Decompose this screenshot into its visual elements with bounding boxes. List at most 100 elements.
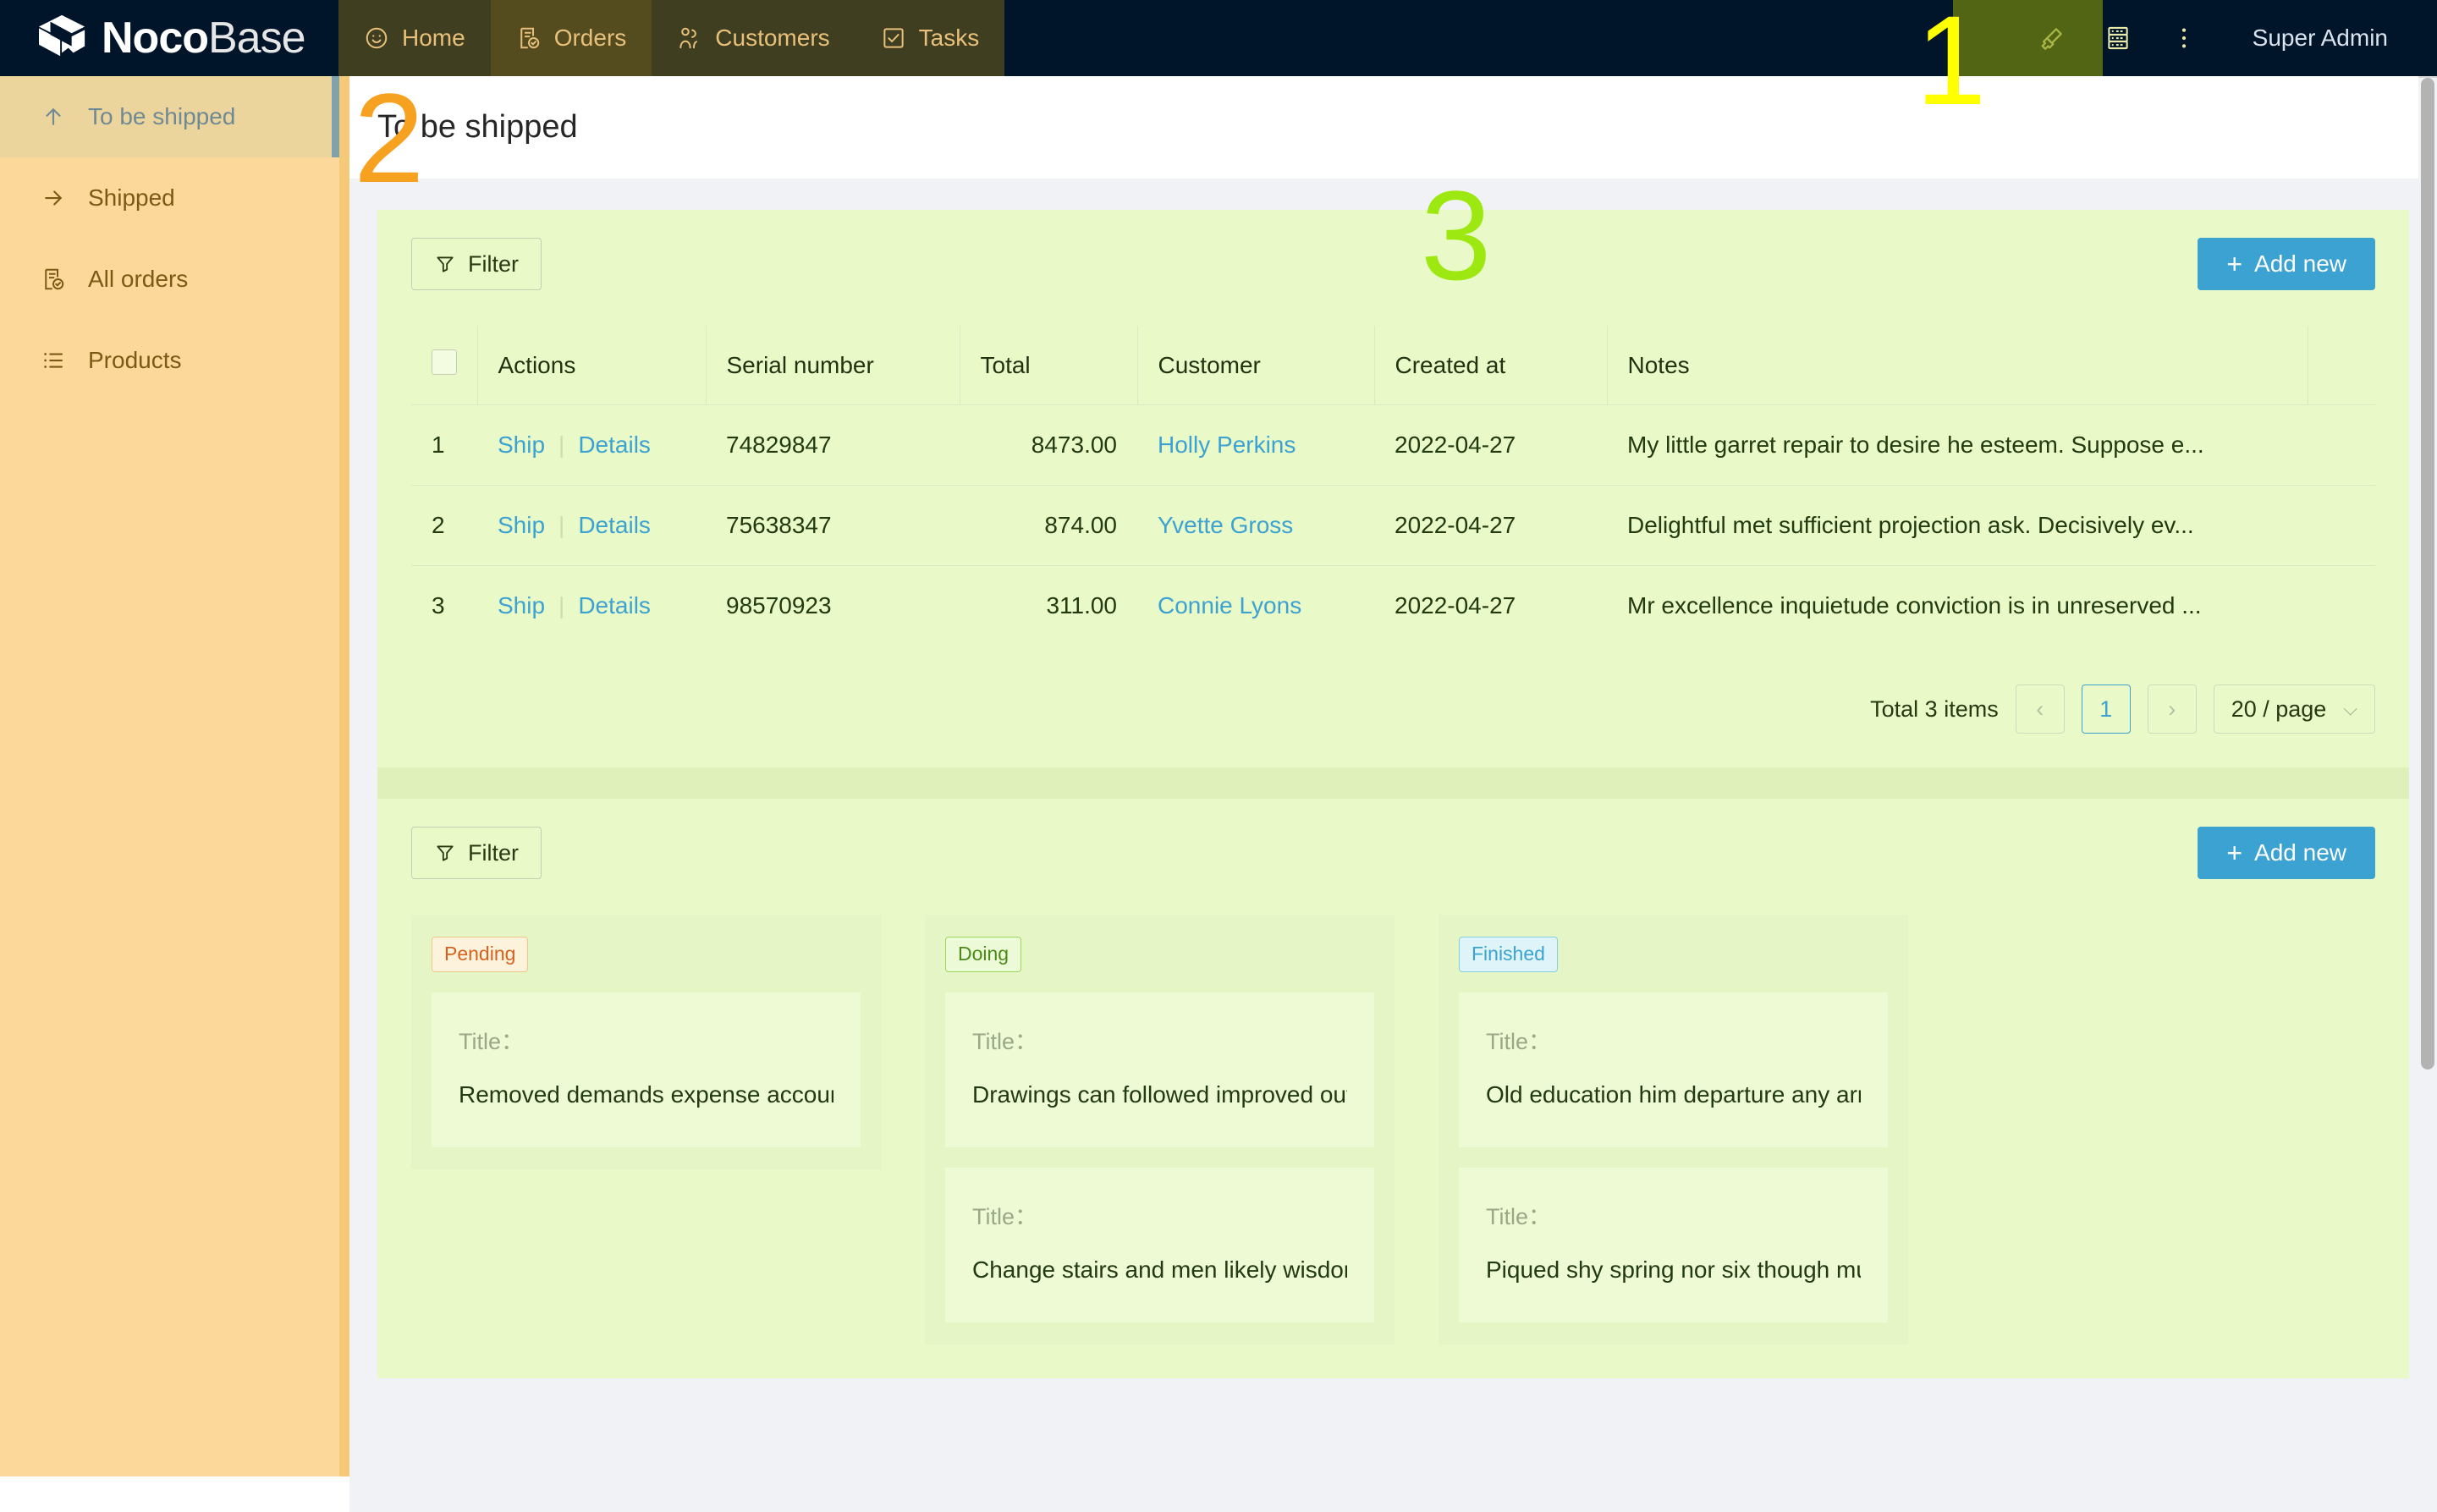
pagination-total: Total 3 items [1870, 696, 1999, 722]
customer-link[interactable]: Holly Perkins [1158, 432, 1296, 458]
customer-link[interactable]: Connie Lyons [1158, 592, 1302, 619]
nav-tab-orders[interactable]: Orders [490, 0, 652, 76]
card-field-value: Change stairs and men likely wisdom ... [972, 1256, 1347, 1283]
kanban-card[interactable]: Title： Old education him departure any a… [1459, 992, 1888, 1147]
plus-icon: + [2226, 249, 2243, 279]
pagination-page-1[interactable]: 1 [2081, 685, 2131, 734]
card-field-value: Piqued shy spring nor six though mut... [1486, 1256, 1861, 1283]
sidebar-item-all-orders[interactable]: All orders [0, 239, 349, 320]
table-row[interactable]: 3 Ship | Details 98570923 311.00 Connie Ly… [411, 566, 2375, 646]
kanban-card[interactable]: Title： Piqued shy spring nor six though … [1459, 1167, 1888, 1322]
ship-link[interactable]: Ship [498, 512, 546, 538]
row-spacer [2308, 566, 2375, 646]
content-area: Filter + Add new Actions [349, 179, 2437, 1378]
header-actions: Super Admin [2004, 0, 2437, 76]
table-header-row: Actions Serial number Total Customer Cre… [411, 326, 2375, 405]
sidebar-item-to-be-shipped[interactable]: To be shipped [0, 76, 349, 157]
nocobase-cube-icon [39, 14, 85, 57]
row-notes: Delightful met sufficient projection ask… [1607, 485, 2308, 566]
sidebar-item-shipped[interactable]: Shipped [0, 157, 349, 239]
vertical-scrollbar[interactable] [2418, 78, 2437, 1512]
select-all-checkbox[interactable] [432, 349, 457, 375]
main-content: To be shipped Filter + Add new [349, 76, 2437, 1512]
brand-name: NocoBase [102, 14, 306, 63]
card-field-value: Old education him departure any arra... [1486, 1080, 1861, 1108]
list-icon [44, 353, 63, 368]
brand-name-bold: Noco [102, 14, 209, 63]
pagination-prev-button[interactable]: ‹ [2015, 685, 2065, 734]
kanban-column-doing: Doing Title： Drawings can followed impro… [925, 915, 1395, 1344]
pagination-next-button[interactable]: › [2147, 685, 2197, 734]
highlighter-icon [2041, 28, 2062, 50]
nav-tab-customers[interactable]: Customers [652, 0, 855, 76]
card-field-label: Title： [1486, 1203, 1552, 1229]
column-header-created-at[interactable]: Created at [1374, 326, 1608, 405]
customer-link[interactable]: Yvette Gross [1158, 512, 1294, 538]
filter-button[interactable]: Filter [411, 238, 542, 290]
database-button[interactable] [2085, 0, 2151, 76]
column-header-total[interactable]: Total [960, 326, 1138, 405]
ship-link[interactable]: Ship [498, 432, 546, 458]
page-size-select[interactable]: 20 / page ⌵ [2213, 685, 2375, 734]
row-customer: Yvette Gross [1137, 485, 1374, 566]
brand-name-light: Base [208, 14, 306, 63]
kanban-filter-label: Filter [468, 839, 519, 866]
tasks-kanban-block: Filter + Add new Pending Title： Removed … [377, 799, 2409, 1378]
add-new-task-button[interactable]: + Add new [2198, 827, 2375, 879]
column-header-notes[interactable]: Notes [1607, 326, 2308, 405]
kanban-board: Pending Title： Removed demands expense a… [411, 915, 2375, 1344]
page-size-value: 20 / page [2231, 696, 2327, 722]
more-options-button[interactable] [2151, 0, 2217, 76]
row-spacer [2308, 404, 2375, 486]
nav-tab-tasks-label: Tasks [918, 25, 980, 51]
table-row[interactable]: 1 Ship | Details 74829847 8473.00 Holly Pe… [411, 404, 2375, 486]
column-header-actions[interactable]: Actions [477, 326, 707, 405]
nav-tab-tasks[interactable]: Tasks [855, 0, 1005, 76]
status-badge: Pending [432, 937, 529, 972]
nav-tab-home-label: Home [402, 25, 465, 51]
action-separator: | [558, 512, 565, 538]
pagination: Total 3 items ‹ 1 › 20 / page ⌵ [411, 685, 2375, 734]
kanban-filter-button[interactable]: Filter [411, 827, 542, 879]
table-row[interactable]: 2 Ship | Details 75638347 874.00 Yvette Gr… [411, 485, 2375, 566]
scrollbar-thumb[interactable] [2421, 78, 2434, 1069]
brand-logo[interactable]: NocoBase [0, 0, 338, 76]
details-link[interactable]: Details [578, 432, 651, 458]
row-total: 8473.00 [960, 404, 1137, 486]
row-created-at: 2022-04-27 [1395, 592, 1516, 619]
block-divider-gap [377, 767, 2409, 799]
user-menu[interactable]: Super Admin [2252, 25, 2388, 51]
card-field-label: Title： [1486, 1028, 1552, 1054]
row-actions: Ship | Details [477, 404, 706, 486]
row-customer: Connie Lyons [1137, 566, 1374, 646]
kanban-card[interactable]: Title： Removed demands expense account i… [432, 992, 861, 1147]
people-icon [679, 27, 698, 49]
details-link[interactable]: Details [578, 512, 651, 538]
add-new-order-button[interactable]: + Add new [2198, 238, 2375, 290]
card-field-value: Removed demands expense account i... [459, 1080, 833, 1108]
details-link[interactable]: Details [578, 592, 651, 619]
kanban-card[interactable]: Title： Drawings can followed improved ou… [945, 992, 1374, 1147]
row-actions: Ship | Details [477, 566, 706, 646]
sidebar: To be shipped Shipped All orders [0, 76, 349, 1476]
sidebar-item-label: Products [88, 347, 182, 373]
sidebar-item-label: Shipped [88, 184, 175, 211]
card-field-label: Title： [972, 1028, 1038, 1054]
column-header-serial-number[interactable]: Serial number [706, 326, 960, 405]
card-field-label: Title： [972, 1203, 1038, 1229]
kanban-card[interactable]: Title： Change stairs and men likely wisd… [945, 1167, 1374, 1322]
nav-tab-home[interactable]: Home [338, 0, 491, 76]
database-icon [2107, 26, 2128, 50]
ship-link[interactable]: Ship [498, 592, 546, 619]
nav-tab-customers-label: Customers [715, 25, 830, 51]
header-spacer [1004, 0, 2003, 76]
highlighter-button[interactable] [2019, 0, 2085, 76]
column-header-customer[interactable]: Customer [1137, 326, 1375, 405]
row-customer: Holly Perkins [1137, 404, 1374, 486]
arrow-right-icon [45, 190, 62, 206]
filter-icon [437, 845, 454, 861]
nav-tab-orders-label: Orders [553, 25, 627, 51]
sidebar-item-products[interactable]: Products [0, 320, 349, 401]
table-toolbar: Filter + Add new [411, 238, 2375, 290]
